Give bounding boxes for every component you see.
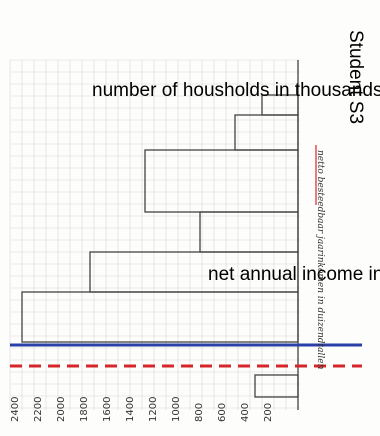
value-tick-label: 400: [240, 403, 251, 422]
value-tick-label: 2400: [10, 397, 21, 422]
value-tick-label: 1000: [171, 397, 182, 422]
value-tick-label: 600: [217, 403, 228, 422]
value-tick-label: 200: [263, 403, 274, 422]
value-tick-label: 2200: [33, 397, 44, 422]
value-tick-label: 2000: [56, 397, 67, 422]
title: Student S3: [345, 30, 366, 124]
histogram: [21, 60, 299, 410]
value-tick-label: 1600: [102, 397, 113, 422]
value-tick-label: 800: [194, 403, 205, 422]
y-axis-label: number of housholds in thousands: [92, 80, 380, 101]
value-ticks: 2400 2200 2000 1800 1600 1400 1200 1000 800 600 40…: [10, 397, 274, 422]
value-tick-label: 1800: [79, 397, 90, 422]
value-tick-label: 1200: [148, 397, 159, 422]
handwritten-note: netto besteedbaar jaarinkomen in duizend…: [315, 150, 325, 370]
value-tick-label: 1400: [125, 397, 136, 422]
grid-paper: [9, 59, 300, 410]
x-axis-label: net annual income in thousands: [208, 264, 380, 285]
